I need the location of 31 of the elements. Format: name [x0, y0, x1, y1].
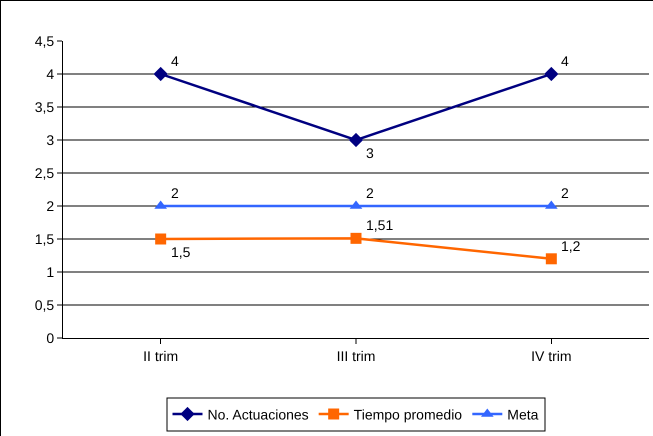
point — [154, 66, 168, 82]
x-tick-label: III trim — [336, 348, 376, 364]
y-tick-label: 0 — [46, 330, 54, 346]
data-label: 2 — [561, 185, 569, 201]
y-tick-label: 3 — [46, 132, 54, 148]
data-label: 1,5 — [171, 244, 191, 260]
y-tick-label: 3,5 — [34, 98, 54, 115]
legend-label: No. Actuaciones — [208, 406, 309, 422]
point — [350, 232, 362, 244]
data-label: 1,51 — [366, 217, 394, 233]
x-tick-label: II trim — [143, 348, 178, 364]
legend-label: Meta — [507, 406, 539, 422]
data-label: 4 — [561, 53, 569, 69]
data-label: 2 — [366, 185, 374, 201]
y-tick-label: 2,5 — [34, 164, 54, 181]
y-tick-label: 4,5 — [34, 32, 54, 49]
data-label: 4 — [171, 53, 179, 69]
data-label: 1,2 — [561, 238, 581, 254]
y-tick-label: 4 — [46, 66, 54, 82]
point — [544, 66, 558, 82]
data-label: 3 — [366, 145, 374, 161]
point — [546, 253, 557, 264]
legend-label: Tiempo promedio — [354, 406, 462, 422]
data-label: 2 — [171, 185, 179, 201]
y-tick-label: 1,5 — [34, 230, 54, 247]
y-tick-label: 2 — [46, 198, 54, 214]
x-tick-label: IV trim — [531, 348, 572, 364]
y-tick-label: 0,5 — [34, 296, 54, 313]
point — [348, 132, 364, 148]
point — [155, 234, 166, 244]
y-tick-label: 1 — [46, 264, 54, 280]
